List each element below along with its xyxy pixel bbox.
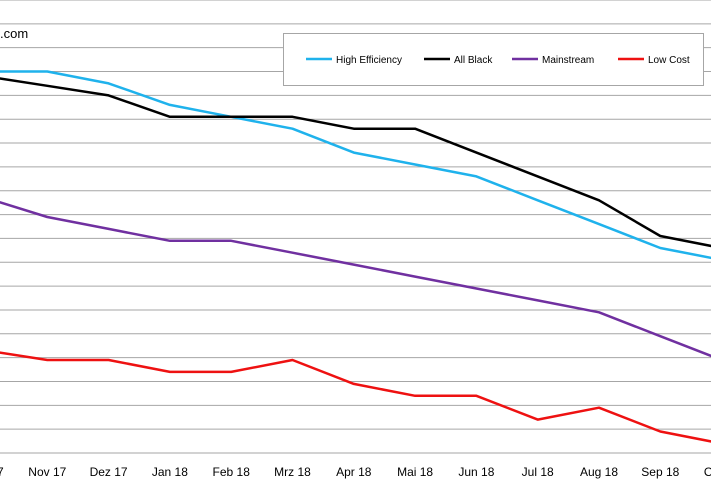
legend-label: Low Cost xyxy=(648,55,690,66)
x-tick-label: Jul 18 xyxy=(522,465,554,479)
legend-label: High Efficiency xyxy=(336,55,402,66)
x-tick-label: Apr 18 xyxy=(336,465,372,479)
series-line-mainstream xyxy=(0,200,711,358)
x-tick-label: Mai 18 xyxy=(397,465,433,479)
x-tick-label: Nov 17 xyxy=(28,465,66,479)
x-axis-tick-labels: Okt 17 Nov 17 Dez 17 Jan 18 Feb 18 Mrz 18 Apr … xyxy=(0,465,711,479)
x-tick-label: Dez 17 xyxy=(90,465,128,479)
series-line-low-cost xyxy=(0,351,711,443)
x-tick-label: Jun 18 xyxy=(458,465,494,479)
x-tick-label: Jan 18 xyxy=(152,465,188,479)
x-tick-label: Aug 18 xyxy=(580,465,618,479)
x-tick-label: Okt 18 xyxy=(704,465,711,479)
legend: High Efficiency All Black Mainstream Low Co… xyxy=(283,33,704,86)
series-line-all-black xyxy=(0,77,711,248)
x-tick-label: Feb 18 xyxy=(213,465,251,479)
series-line-high-efficiency xyxy=(0,70,711,260)
series-lines xyxy=(0,70,711,443)
x-tick-label: Sep 18 xyxy=(641,465,679,479)
watermark-text: .com xyxy=(0,26,29,41)
x-tick-label: Mrz 18 xyxy=(274,465,311,479)
legend-label: All Black xyxy=(454,55,493,66)
legend-label: Mainstream xyxy=(542,55,594,66)
gridlines xyxy=(0,0,711,454)
x-tick-label: Okt 17 xyxy=(0,465,4,479)
